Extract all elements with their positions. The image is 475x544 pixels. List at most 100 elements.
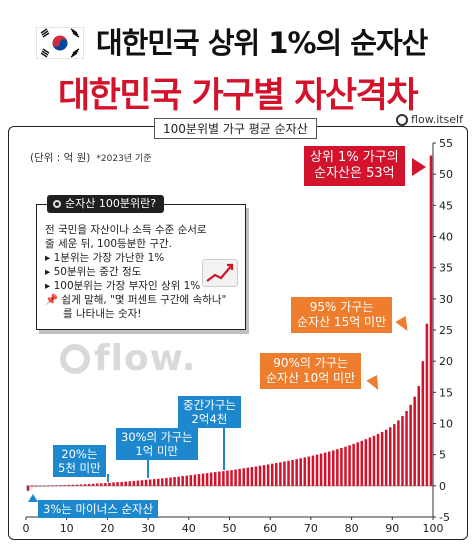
bar-percentile-22 bbox=[112, 482, 115, 486]
brand-handle-text: flow.itself bbox=[411, 113, 463, 126]
callout-median: 중간가구는 2억4천 bbox=[178, 396, 241, 428]
bar-percentile-30 bbox=[144, 479, 148, 486]
watermark-text: flow. bbox=[94, 338, 197, 379]
callout-line: 30%의 가구는 bbox=[121, 430, 193, 444]
bar-percentile-23 bbox=[116, 482, 119, 486]
bar-percentile-32 bbox=[152, 479, 156, 486]
bar-percentile-50 bbox=[226, 470, 229, 486]
y-tick-label: 30 bbox=[439, 293, 453, 306]
x-tick-label: 30 bbox=[141, 522, 155, 535]
bar-percentile-10 bbox=[63, 485, 66, 486]
bar-percentile-5 bbox=[43, 485, 46, 487]
bar-percentile-43 bbox=[197, 474, 201, 486]
bar-percentile-97 bbox=[417, 386, 421, 486]
bar-percentile-69 bbox=[303, 457, 307, 486]
bar-percentile-40 bbox=[185, 475, 189, 486]
info-line-text: 쉽게 말해, "몇 퍼센트 구간에 속하나" bbox=[61, 294, 227, 306]
watermark: flow. bbox=[60, 338, 196, 379]
bar-percentile-55 bbox=[246, 467, 250, 486]
callout-p20-tail bbox=[107, 474, 109, 482]
y-tick-label: 15 bbox=[439, 386, 453, 399]
bar-percentile-93 bbox=[401, 416, 404, 486]
bar-percentile-94 bbox=[405, 411, 408, 486]
callout-line: 상위 1% 가구의 bbox=[310, 150, 399, 165]
bar-percentile-14 bbox=[79, 484, 83, 486]
callout-top1: 상위 1% 가구의 순자산은 53억 bbox=[304, 146, 405, 186]
bar-percentile-77 bbox=[336, 449, 339, 486]
y-tick-label: -5 bbox=[439, 511, 450, 524]
page-title: 대한민국 상위 1%의 순자산 bbox=[96, 26, 428, 60]
bar-percentile-33 bbox=[157, 478, 160, 486]
bar-percentile-2 bbox=[30, 485, 34, 487]
korea-flag-icon bbox=[36, 27, 84, 59]
callout-p30-tail bbox=[147, 458, 149, 478]
bar-percentile-34 bbox=[161, 478, 164, 486]
bar-percentile-57 bbox=[254, 466, 258, 486]
bar-percentile-80 bbox=[348, 445, 351, 486]
bar-percentile-98 bbox=[421, 361, 425, 486]
bar-percentile-56 bbox=[250, 467, 254, 486]
info-line: 를 나타내는 숫자! bbox=[63, 308, 142, 320]
bar-percentile-42 bbox=[193, 474, 197, 486]
callout-line: 중간가구는 bbox=[183, 398, 236, 412]
bar-percentile-11 bbox=[67, 484, 70, 486]
bar-percentile-67 bbox=[295, 459, 298, 486]
bar-percentile-82 bbox=[356, 442, 359, 486]
bar-percentile-72 bbox=[315, 454, 319, 486]
bar-percentile-4 bbox=[38, 485, 42, 487]
bar-percentile-41 bbox=[189, 475, 193, 486]
callout-median-tail bbox=[223, 426, 225, 470]
callout-line: 2억4천 bbox=[191, 412, 228, 426]
info-box: 순자산 100분위란? 전 국민을 자산이나 소득 수준 순서로 줄 세운 뒤,… bbox=[36, 195, 246, 330]
bar-percentile-92 bbox=[397, 420, 400, 486]
bar-percentile-99 bbox=[425, 323, 429, 486]
x-tick-label: 70 bbox=[304, 522, 318, 535]
bar-percentile-48 bbox=[218, 471, 221, 486]
y-tick-label: 10 bbox=[439, 418, 453, 431]
bar-percentile-8 bbox=[55, 485, 58, 487]
y-tick-label: 40 bbox=[439, 231, 453, 244]
bar-percentile-18 bbox=[95, 483, 99, 486]
page-subtitle: 대한민국 가구별 자산격차 bbox=[57, 76, 419, 116]
bar-percentile-79 bbox=[344, 446, 347, 486]
y-tick-label: 35 bbox=[439, 262, 453, 275]
bar-percentile-90 bbox=[389, 427, 392, 486]
callout-line: 1억 미만 bbox=[135, 444, 179, 458]
bar-percentile-54 bbox=[242, 468, 245, 486]
bar-percentile-26 bbox=[128, 481, 132, 486]
info-line: 줄 세운 뒤, 100등분한 구간. bbox=[45, 238, 173, 250]
callout-line: 5천 미만 bbox=[58, 461, 101, 475]
bar-percentile-64 bbox=[283, 461, 286, 486]
bar-percentile-1 bbox=[26, 485, 30, 491]
chart-title: 100분위별 가구 평균 순자산 bbox=[154, 118, 317, 139]
bar-percentile-12 bbox=[71, 484, 75, 486]
bar-percentile-63 bbox=[279, 462, 282, 486]
callout-line: 20%는 bbox=[61, 447, 98, 461]
callout-p95: 95% 가구는 순자산 15억 미만 bbox=[291, 297, 393, 333]
reference-year: *2023년 기준 bbox=[96, 154, 152, 164]
bar-percentile-3 bbox=[34, 485, 38, 487]
callout-top1-tail bbox=[412, 158, 426, 176]
chart-bars bbox=[26, 155, 433, 491]
x-tick-labels: 0 10 20 30 40 50 60 70 80 90 100 bbox=[23, 517, 444, 535]
bar-percentile-7 bbox=[51, 485, 54, 487]
x-tick-label: 20 bbox=[100, 522, 114, 535]
bar-percentile-6 bbox=[47, 485, 50, 487]
bar-percentile-74 bbox=[323, 452, 327, 486]
bar-percentile-39 bbox=[181, 476, 184, 486]
callout-p30: 30%의 가구는 1억 미만 bbox=[116, 428, 198, 460]
bar-percentile-47 bbox=[213, 472, 217, 486]
y-tick-label: 55 bbox=[439, 137, 453, 150]
bar-percentile-31 bbox=[148, 479, 152, 486]
info-line: 전 국민을 자산이나 소득 수준 순서로 bbox=[45, 224, 207, 236]
instagram-icon bbox=[396, 114, 409, 126]
bar-percentile-9 bbox=[59, 485, 62, 487]
x-tick-label: 0 bbox=[23, 522, 30, 535]
bar-percentile-91 bbox=[393, 424, 396, 486]
bar-percentile-45 bbox=[205, 473, 209, 486]
watermark-logo-icon bbox=[60, 344, 90, 374]
x-tick-label: 100 bbox=[423, 522, 444, 535]
bar-percentile-51 bbox=[230, 470, 233, 486]
callout-line: 순자산 15억 미만 bbox=[297, 315, 387, 329]
